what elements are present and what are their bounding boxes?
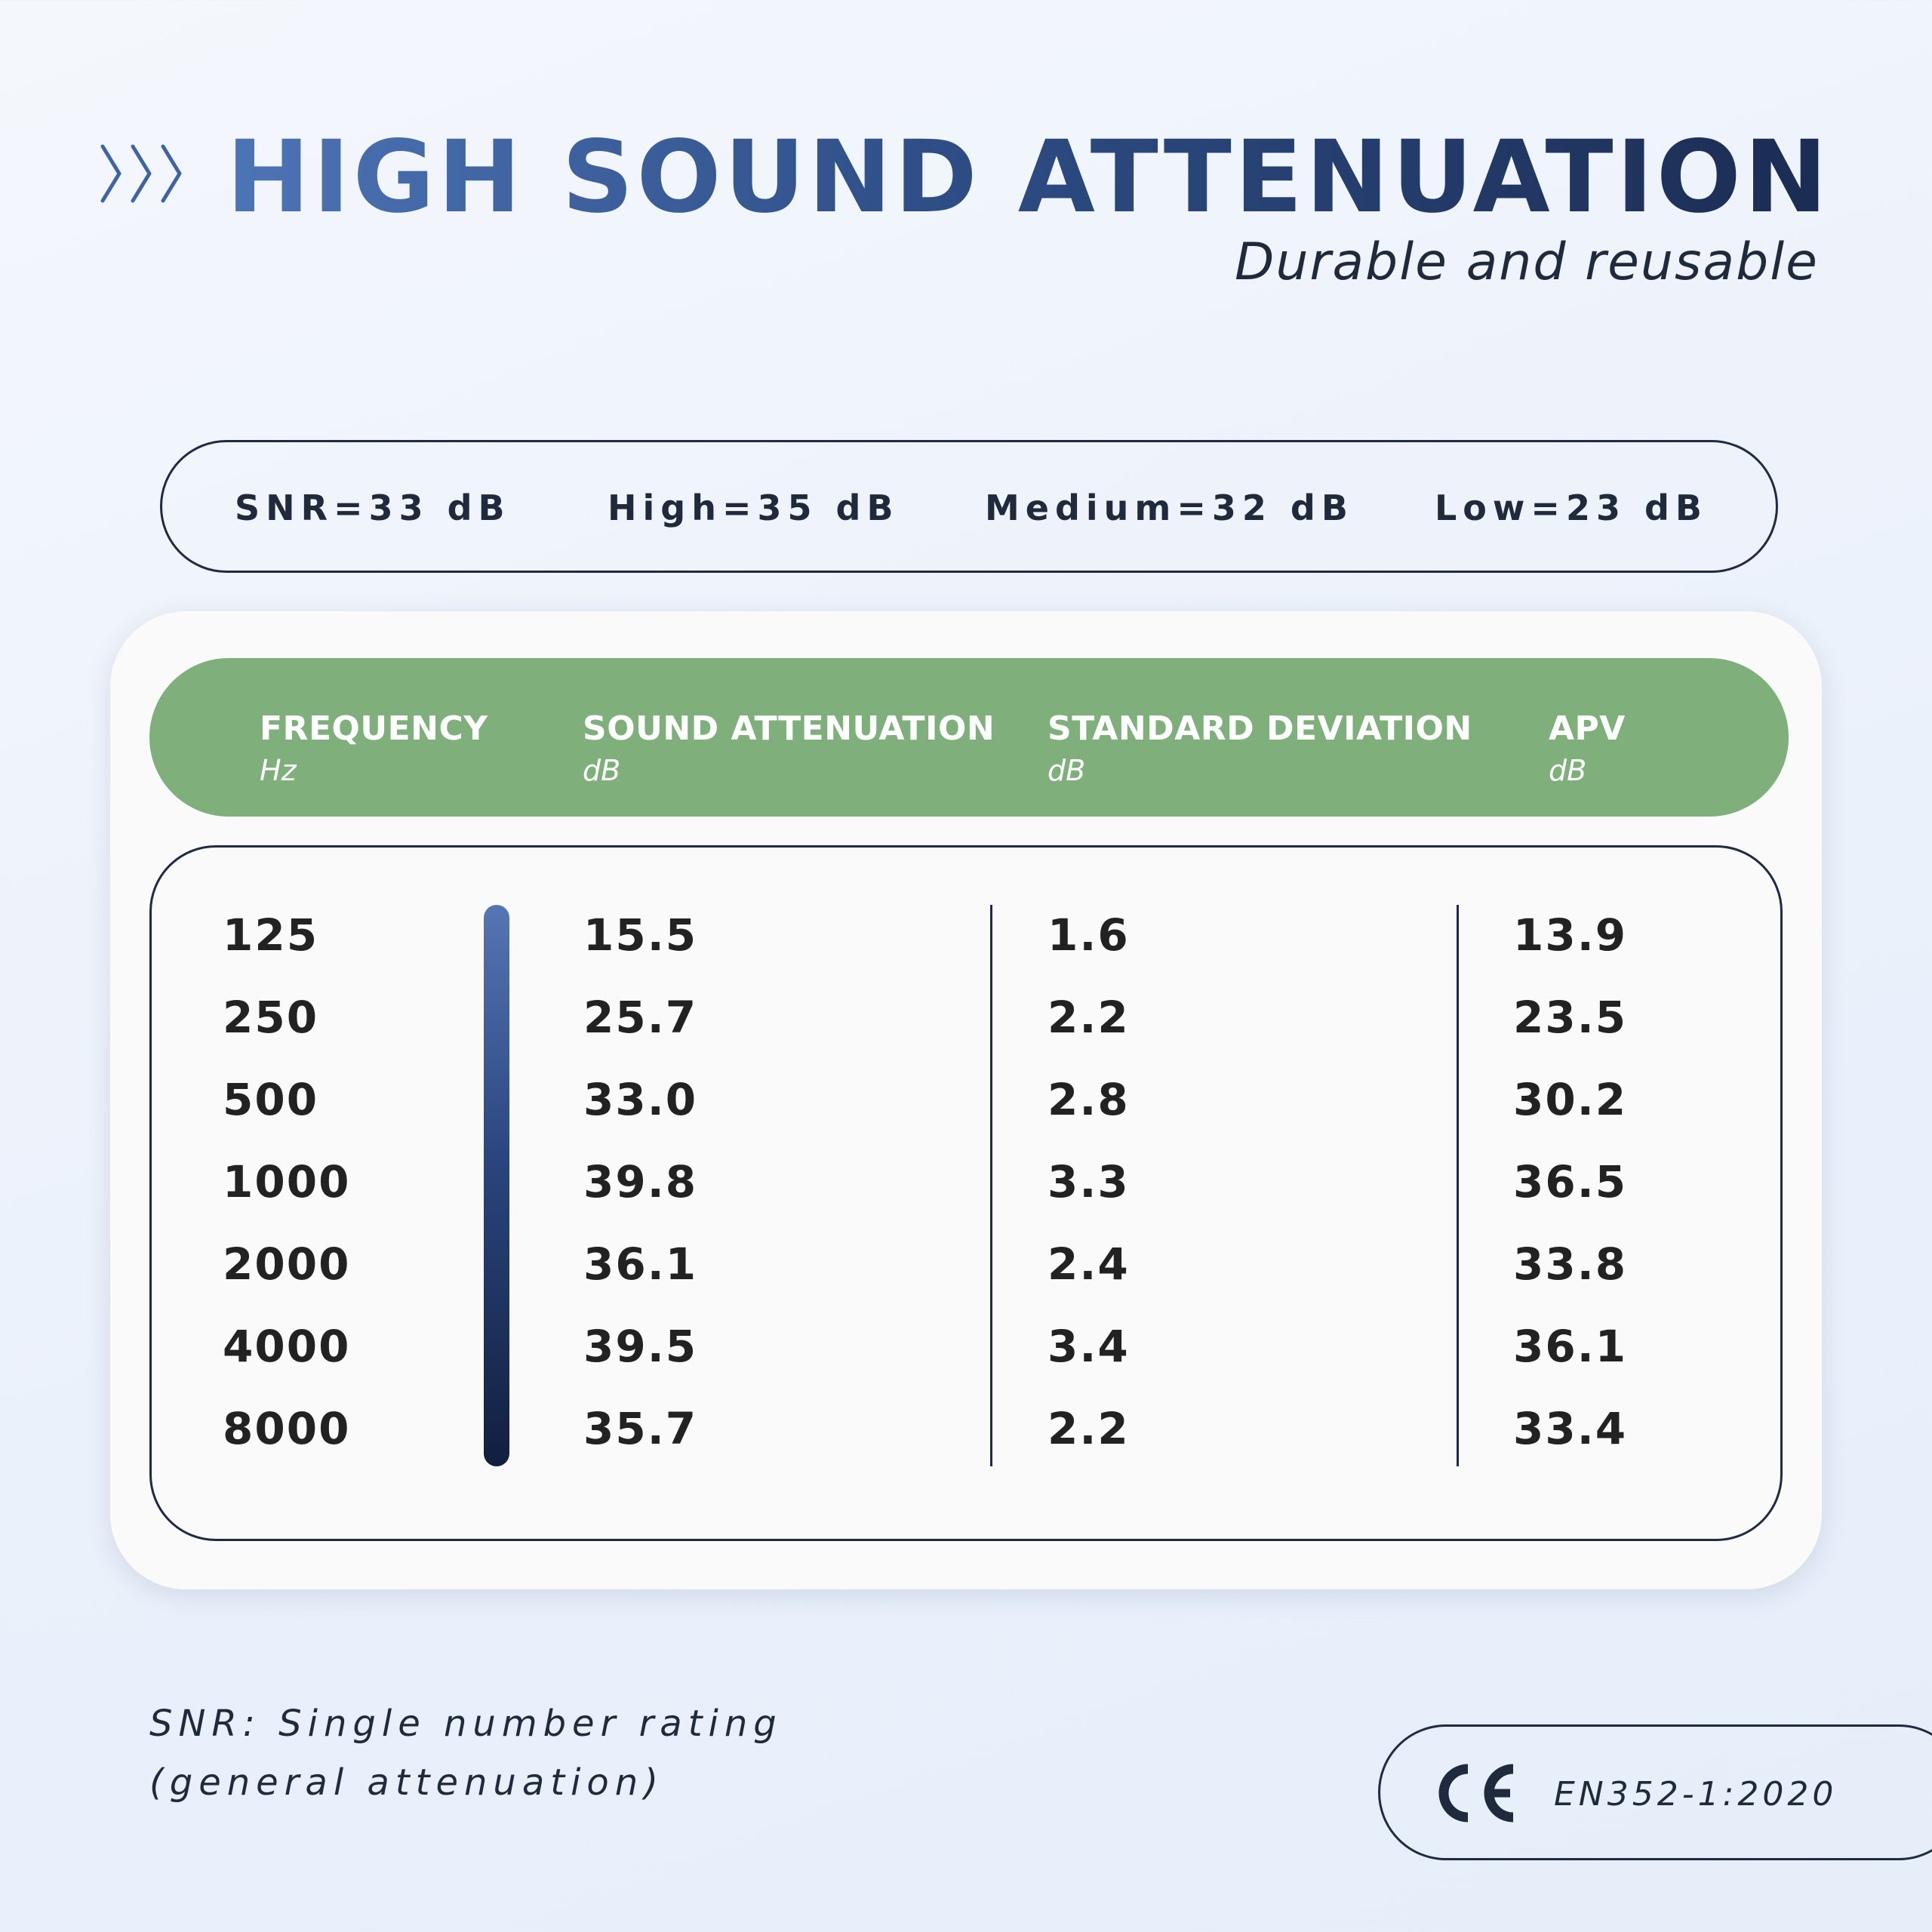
- chevron-right-icon: [100, 144, 122, 203]
- attenuation-column: 15.5 25.7 33.0 39.8 36.1 39.5 35.7: [583, 909, 697, 1485]
- table-header: FREQUENCY Hz SOUND ATTENUATION dB STANDA…: [149, 658, 1789, 817]
- std-dev-cell: 2.2: [1048, 992, 1130, 1043]
- frequency-cell: 4000: [223, 1321, 351, 1372]
- column-unit: Hz: [260, 754, 297, 787]
- attenuation-cell: 15.5: [583, 909, 698, 961]
- apv-column: 13.9 23.5 30.2 36.5 33.8 36.1 33.4: [1513, 909, 1627, 1485]
- apv-cell: 30.2: [1513, 1074, 1628, 1125]
- column-title: APV: [1549, 709, 1626, 748]
- rating-summary-bar: SNR=33 dB High=35 dB Medium=32 dB Low=23…: [160, 440, 1778, 573]
- apv-cell: 13.9: [1513, 909, 1628, 961]
- frequency-cell: 250: [223, 992, 319, 1043]
- triple-chevron-right-icon: [98, 143, 184, 204]
- high-rating: High=35 dB: [608, 488, 900, 528]
- accent-bar: [484, 905, 509, 1466]
- frequency-header: FREQUENCY Hz: [260, 709, 488, 787]
- attenuation-cell: 39.5: [583, 1321, 698, 1372]
- snr-footnote: SNR: Single number rating (general atten…: [149, 1694, 783, 1812]
- data-table: 125 250 500 1000 2000 4000 8000 15.5 25.…: [149, 845, 1783, 1541]
- snr-rating: SNR=33 dB: [235, 488, 511, 528]
- std-dev-cell: 3.4: [1048, 1321, 1130, 1372]
- certification-badge: EN352-1:2020: [1378, 1724, 1932, 1860]
- ce-mark-icon: [1438, 1764, 1514, 1823]
- column-unit: dB: [583, 754, 621, 787]
- medium-rating: Medium=32 dB: [985, 488, 1354, 528]
- apv-cell: 33.8: [1513, 1238, 1628, 1290]
- attenuation-cell: 36.1: [583, 1238, 698, 1290]
- column-title: FREQUENCY: [260, 709, 488, 748]
- column-divider: [1457, 905, 1459, 1466]
- chevron-right-icon: [161, 144, 182, 203]
- std-dev-cell: 2.2: [1048, 1403, 1130, 1454]
- page-subtitle: Durable and reusable: [1234, 232, 1819, 292]
- column-divider: [990, 905, 992, 1466]
- column-title: SOUND ATTENUATION: [583, 709, 995, 748]
- frequency-cell: 500: [223, 1074, 319, 1125]
- std-dev-column: 1.6 2.2 2.8 3.3 2.4 3.4 2.2: [1048, 909, 1130, 1485]
- low-rating: Low=23 dB: [1435, 488, 1708, 528]
- attenuation-cell: 25.7: [583, 992, 698, 1043]
- frequency-cell: 8000: [223, 1403, 351, 1454]
- std-dev-cell: 2.8: [1048, 1074, 1130, 1125]
- column-unit: dB: [1549, 754, 1587, 787]
- frequency-cell: 125: [223, 909, 319, 961]
- attenuation-cell: 39.8: [583, 1156, 698, 1208]
- attenuation-cell: 35.7: [583, 1403, 698, 1454]
- apv-cell: 33.4: [1513, 1403, 1628, 1454]
- std-dev-cell: 2.4: [1048, 1238, 1130, 1290]
- attenuation-card: FREQUENCY Hz SOUND ATTENUATION dB STANDA…: [110, 611, 1822, 1589]
- sound-attenuation-header: SOUND ATTENUATION dB: [583, 709, 995, 787]
- footnote-line: SNR: Single number rating: [149, 1703, 783, 1745]
- frequency-column: 125 250 500 1000 2000 4000 8000: [223, 909, 350, 1485]
- standard-label: EN352-1:2020: [1554, 1775, 1838, 1814]
- frequency-cell: 2000: [223, 1238, 351, 1290]
- chevron-right-icon: [131, 144, 152, 203]
- apv-cell: 36.1: [1513, 1321, 1628, 1372]
- frequency-cell: 1000: [223, 1156, 351, 1208]
- std-dev-cell: 3.3: [1048, 1156, 1130, 1208]
- footnote-line: (general attenuation): [149, 1761, 664, 1804]
- apv-cell: 23.5: [1513, 992, 1628, 1043]
- attenuation-cell: 33.0: [583, 1074, 698, 1125]
- standard-deviation-header: STANDARD DEVIATION dB: [1048, 709, 1472, 787]
- column-unit: dB: [1048, 754, 1086, 787]
- column-title: STANDARD DEVIATION: [1048, 709, 1472, 748]
- apv-cell: 36.5: [1513, 1156, 1628, 1208]
- apv-header: APV dB: [1549, 709, 1626, 787]
- std-dev-cell: 1.6: [1048, 909, 1130, 961]
- page-title: HIGH SOUND ATTENUATION: [226, 119, 1831, 235]
